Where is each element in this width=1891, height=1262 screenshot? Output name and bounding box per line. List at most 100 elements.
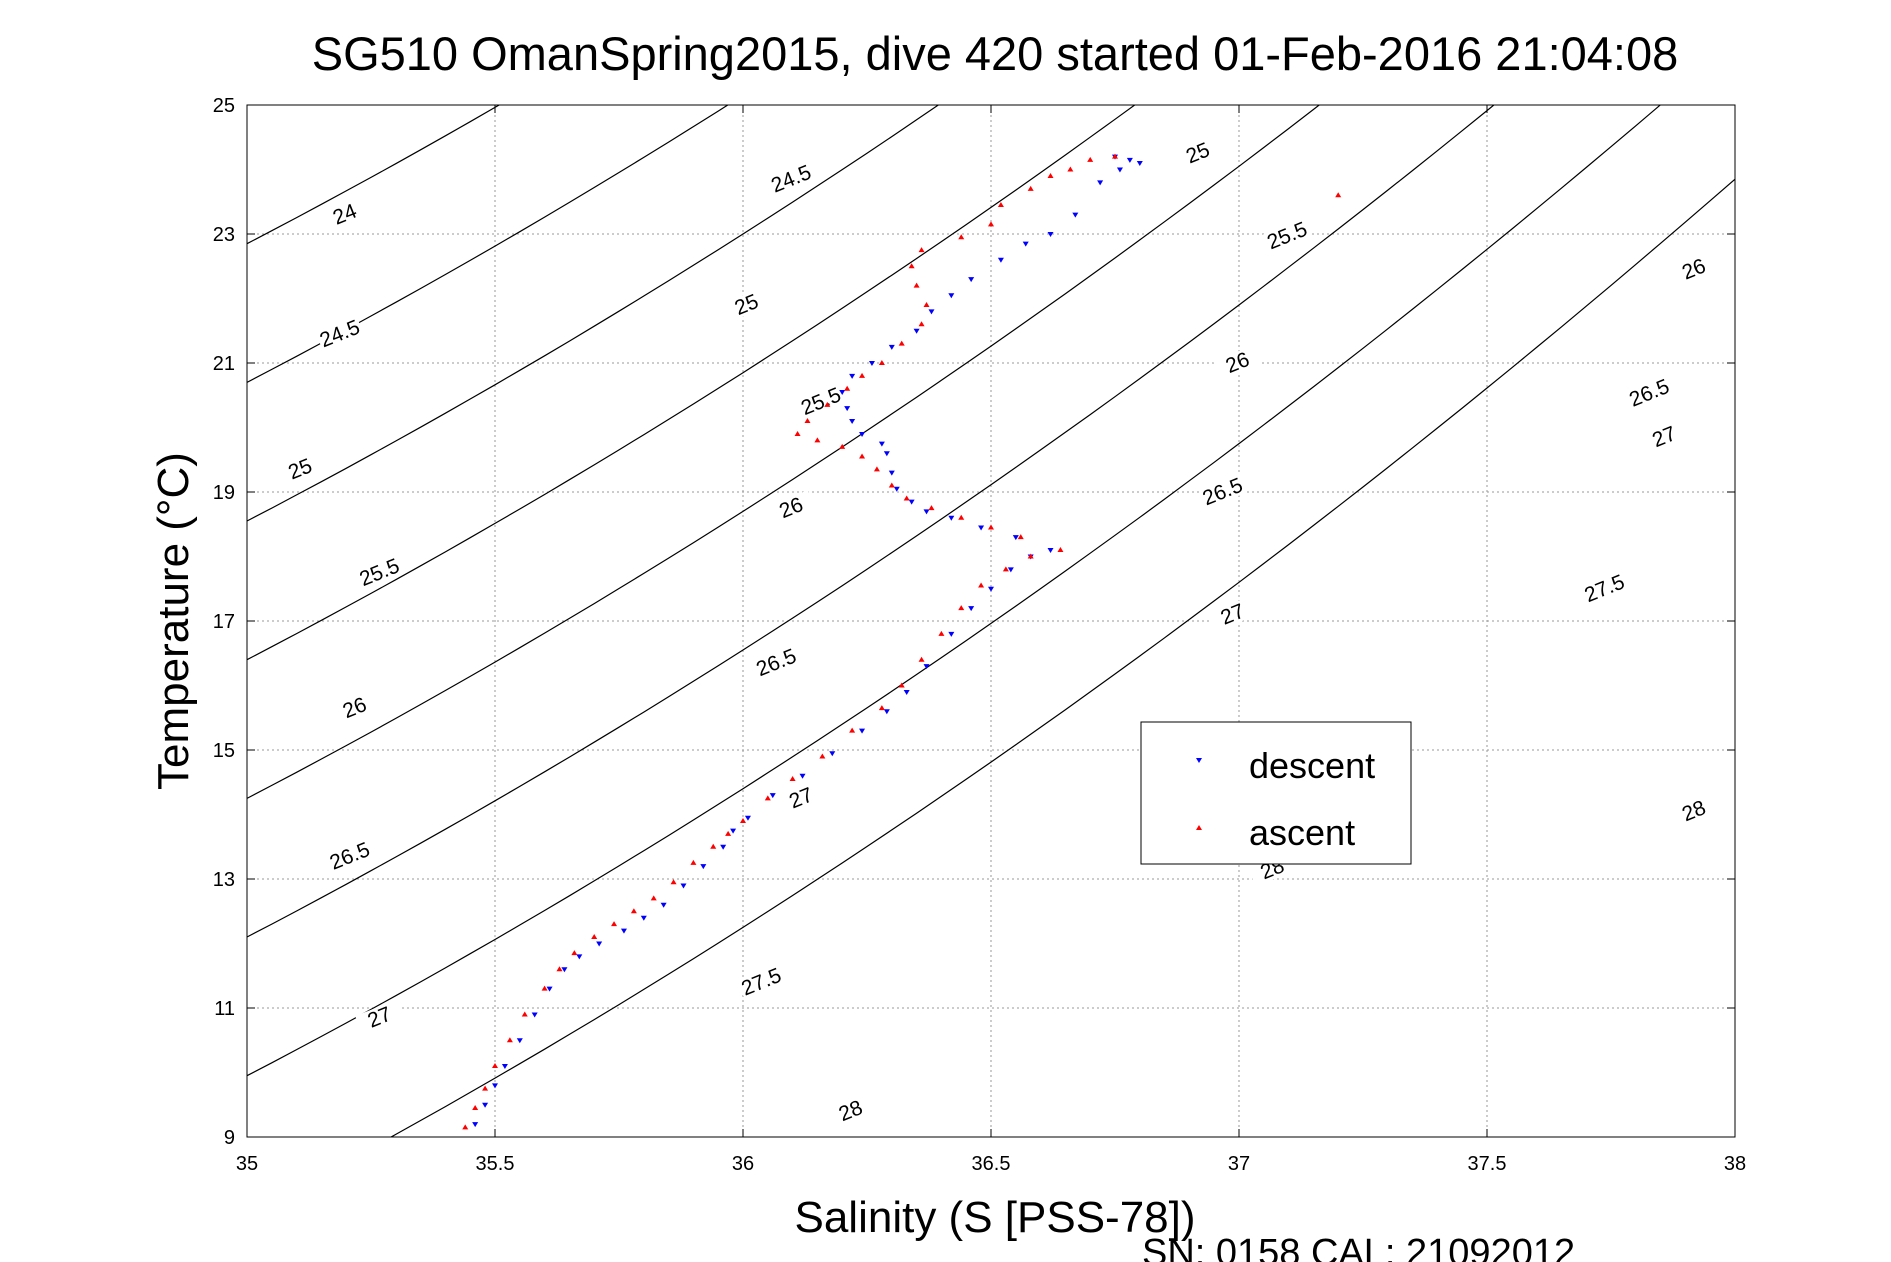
contour-label-bg <box>752 644 801 680</box>
descent-point <box>1097 180 1104 186</box>
x-tick-label: 35.5 <box>476 1153 515 1175</box>
descent-point <box>516 1038 523 1044</box>
ascent-point <box>844 385 851 391</box>
ascent-point <box>472 1104 479 1110</box>
ascent-point <box>670 879 677 885</box>
ascent-point <box>521 1011 528 1017</box>
x-tick-label: 37.5 <box>1468 1153 1507 1175</box>
ascent-point <box>1335 192 1342 198</box>
ascent-point <box>611 921 618 927</box>
contour-label: 24 <box>320 196 369 232</box>
descent-point <box>948 515 955 521</box>
descent-point <box>903 689 910 695</box>
legend: descent ascent <box>1140 721 1412 865</box>
ascent-point <box>958 605 965 611</box>
legend-descent-label: descent <box>1249 745 1375 786</box>
descent-point <box>769 793 776 799</box>
ascent-point <box>903 495 910 501</box>
contour-label-bg <box>1669 793 1718 829</box>
descent-point <box>849 373 856 379</box>
y-tick-label: 9 <box>224 1127 235 1149</box>
descent-point <box>888 470 895 476</box>
contour-label-bg <box>275 451 325 487</box>
ascent-point <box>571 950 578 956</box>
descent-point <box>948 631 955 637</box>
ascent-point <box>988 524 994 530</box>
contour-label-bg <box>1208 596 1257 632</box>
descent-point <box>680 883 687 889</box>
ascent-point <box>556 966 563 972</box>
contour-label-bg <box>1198 473 1247 510</box>
descent-point <box>908 499 915 505</box>
contour-line-26.5 <box>247 105 1321 799</box>
descent-point <box>546 986 553 992</box>
contour-label-bg <box>826 1093 875 1129</box>
descent-point <box>844 406 851 412</box>
ascent-point <box>1017 534 1024 540</box>
descent-point <box>978 525 985 531</box>
ascent-point <box>997 201 1004 207</box>
contour-label-bg <box>1669 251 1718 287</box>
descent-point <box>492 1083 498 1089</box>
descent-point <box>700 864 707 870</box>
contour-label-bg <box>1639 419 1689 455</box>
contour-label-bg <box>766 490 816 526</box>
ascent-point <box>764 795 771 801</box>
chart-title: SG510 OmanSpring2015, dive 420 started 0… <box>312 27 1679 80</box>
contour-label-bg <box>1625 375 1674 411</box>
contour-label-bg <box>1213 344 1262 381</box>
descent-point <box>849 419 856 425</box>
ascent-point <box>849 727 856 733</box>
descent-point <box>988 586 994 592</box>
ascent-point <box>710 843 717 849</box>
contour-label-bg <box>330 690 379 726</box>
ascent-point <box>988 221 994 227</box>
y-tick-label: 19 <box>213 482 235 504</box>
descent-point <box>720 844 727 850</box>
descent-point <box>888 344 895 350</box>
descent-point <box>730 828 737 834</box>
x-tick-label: 36.5 <box>972 1153 1011 1175</box>
contour-label-bg <box>766 161 816 197</box>
ascent-point <box>650 895 657 901</box>
ascent-point <box>873 466 880 472</box>
y-axis-label: Temperature (°C) <box>149 452 198 790</box>
legend-box <box>1140 721 1412 865</box>
x-axis-label: Salinity (S [PSS-78]) <box>794 1193 1195 1242</box>
ascent-point <box>1047 172 1054 178</box>
y-tick-label: 13 <box>213 869 235 891</box>
ascent-point <box>908 263 915 269</box>
descent-point <box>868 361 875 366</box>
ascent-point <box>1027 185 1034 191</box>
contour-label-bg <box>737 964 786 1000</box>
ascent-point <box>804 418 811 424</box>
contour-line-27.5 <box>247 105 1662 1077</box>
ascent-point <box>740 817 746 823</box>
grid-lines <box>246 104 1736 1138</box>
descent-point <box>1072 212 1079 218</box>
descent-point <box>620 928 627 934</box>
ascent-point <box>1067 166 1074 172</box>
ascent-point <box>839 443 846 449</box>
contour-line-25.5 <box>247 105 940 522</box>
y-tick-label: 11 <box>214 998 235 1020</box>
descent-point <box>660 902 667 908</box>
ascent-point <box>1112 153 1118 159</box>
y-tick-labels: 9 11 13 15 17 19 21 23 25 <box>213 95 235 1149</box>
ascent-point <box>506 1037 513 1043</box>
ascent-point <box>789 776 796 782</box>
ascent-point <box>918 321 925 327</box>
descent-point <box>1012 535 1019 541</box>
ascent-point <box>492 1063 498 1069</box>
contour-line-25 <box>247 105 729 383</box>
x-tick-labels: 35 35.5 36 36.5 37 37.5 38 <box>236 1153 1746 1175</box>
contour-label-bg <box>796 383 846 419</box>
descent-point <box>859 431 866 437</box>
ascent-point <box>482 1085 489 1091</box>
descent-point <box>799 773 806 779</box>
x-tick-label: 36 <box>732 1153 754 1175</box>
descent-point <box>531 1012 538 1018</box>
descent-point <box>1007 567 1014 573</box>
contour-label-bg <box>355 999 404 1035</box>
ascent-point <box>690 859 697 865</box>
